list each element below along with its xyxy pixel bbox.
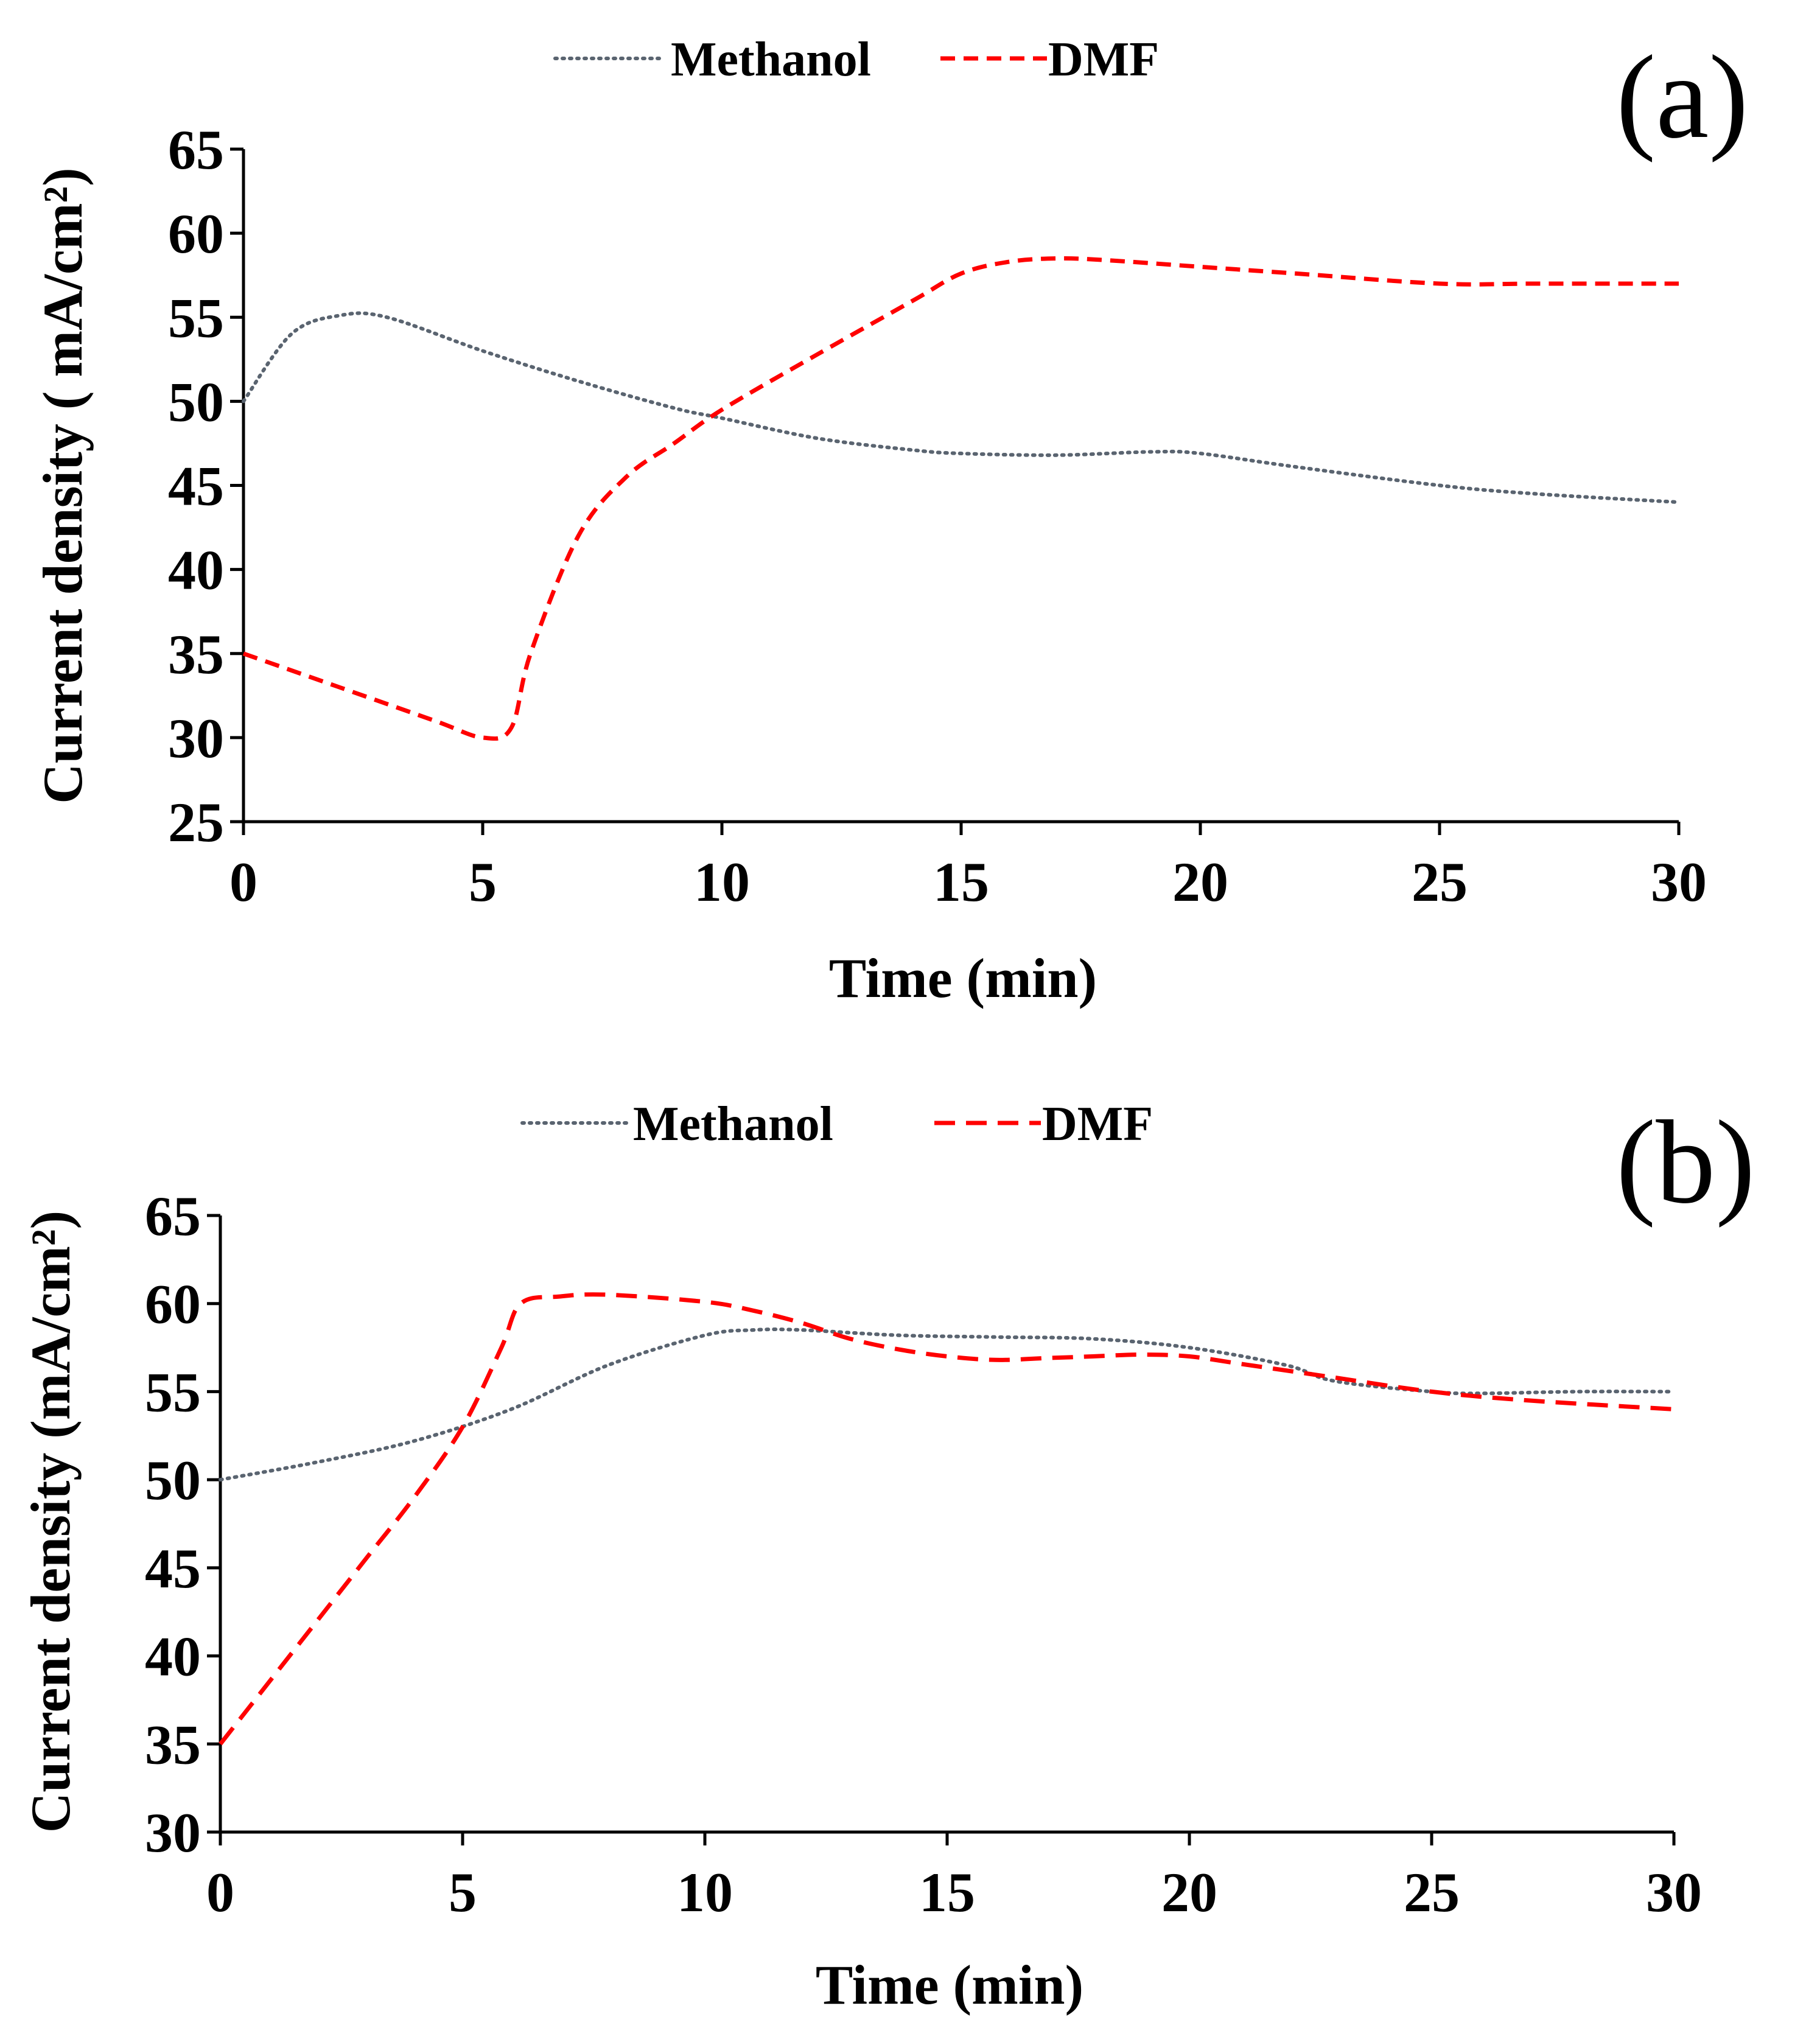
y-tick-label-b-50: 50 [145, 1449, 201, 1511]
x-tick-label-a-20: 20 [1172, 851, 1228, 913]
x-tick-label-b-30: 30 [1646, 1861, 1702, 1923]
x-tick-label-b-20: 20 [1161, 1861, 1217, 1923]
series-line-a-dmf [242, 256, 1679, 741]
x-tick-label-a-30: 30 [1651, 851, 1707, 913]
panel-label-b: (b) [1616, 1096, 1755, 1228]
series-a [242, 256, 1681, 741]
series-line-b-dmf [219, 1292, 1675, 1746]
y-tick-label-b-65: 65 [145, 1185, 201, 1247]
y-tick-label-a-40: 40 [168, 539, 224, 601]
x-axis-title-b: Time (min) [816, 1954, 1083, 2016]
x-tick-label-a-5: 5 [469, 851, 497, 913]
y-tick-label-b-60: 60 [145, 1273, 201, 1335]
y-tick-label-b-35: 35 [145, 1713, 201, 1775]
x-tick-label-a-15: 15 [933, 851, 989, 913]
chart-panel-b: Methanol DMF (b) 30 35 40 45 50 55 60 65 0 5 10 15 2… [19, 1096, 1755, 2016]
y-tick-label-a-65: 65 [168, 119, 224, 181]
x-tick-label-a-25: 25 [1412, 851, 1468, 913]
legend-b-methanol-label: Methanol [633, 1097, 833, 1151]
legend-b-dmf-label: DMF [1042, 1097, 1153, 1151]
y-tick-label-a-50: 50 [168, 371, 224, 433]
legend-a-dmf-label: DMF [1048, 33, 1159, 86]
ticks-b: 30 35 40 45 50 55 60 65 0 5 10 15 20 25 30 [145, 1185, 1702, 1923]
x-tick-label-b-25: 25 [1404, 1861, 1460, 1923]
x-tick-label-b-10: 10 [677, 1861, 733, 1923]
legend-b: Methanol DMF [520, 1097, 1153, 1151]
legend-a: Methanol DMF [553, 33, 1159, 86]
legend-a-methanol-label: Methanol [671, 33, 871, 86]
series-line-a-methanol [242, 311, 1681, 505]
y-axis-title-a: Current density ( mA/cm²) [32, 167, 94, 803]
x-axis-title-a: Time (min) [829, 947, 1097, 1009]
y-tick-label-a-25: 25 [168, 791, 224, 853]
ticks-a: 25 30 35 40 45 50 55 60 65 0 5 10 15 20 25 30 [168, 119, 1707, 913]
y-tick-label-a-45: 45 [168, 455, 224, 517]
y-tick-label-a-30: 30 [168, 707, 224, 769]
x-tick-label-a-0: 0 [229, 851, 257, 913]
y-tick-label-b-55: 55 [145, 1361, 201, 1423]
y-tick-label-b-40: 40 [145, 1626, 201, 1688]
x-tick-label-a-10: 10 [694, 851, 750, 913]
panel-label-a: (a) [1616, 31, 1749, 163]
y-axis-title-b: Current density (mA/cm²) [19, 1211, 82, 1833]
y-tick-label-b-45: 45 [145, 1537, 201, 1600]
series-b [219, 1292, 1676, 1746]
y-tick-label-b-30: 30 [145, 1802, 201, 1864]
series-line-b-methanol [219, 1327, 1676, 1482]
x-tick-label-b-5: 5 [449, 1861, 477, 1923]
y-tick-label-a-35: 35 [168, 623, 224, 685]
chart-panel-a: Methanol DMF (a) 25 30 35 40 45 50 55 60 65 0 5 10 1… [32, 31, 1749, 1009]
y-tick-label-a-60: 60 [168, 203, 224, 265]
y-tick-label-a-55: 55 [168, 287, 224, 349]
x-tick-label-b-15: 15 [919, 1861, 975, 1923]
x-tick-label-b-0: 0 [206, 1861, 234, 1923]
